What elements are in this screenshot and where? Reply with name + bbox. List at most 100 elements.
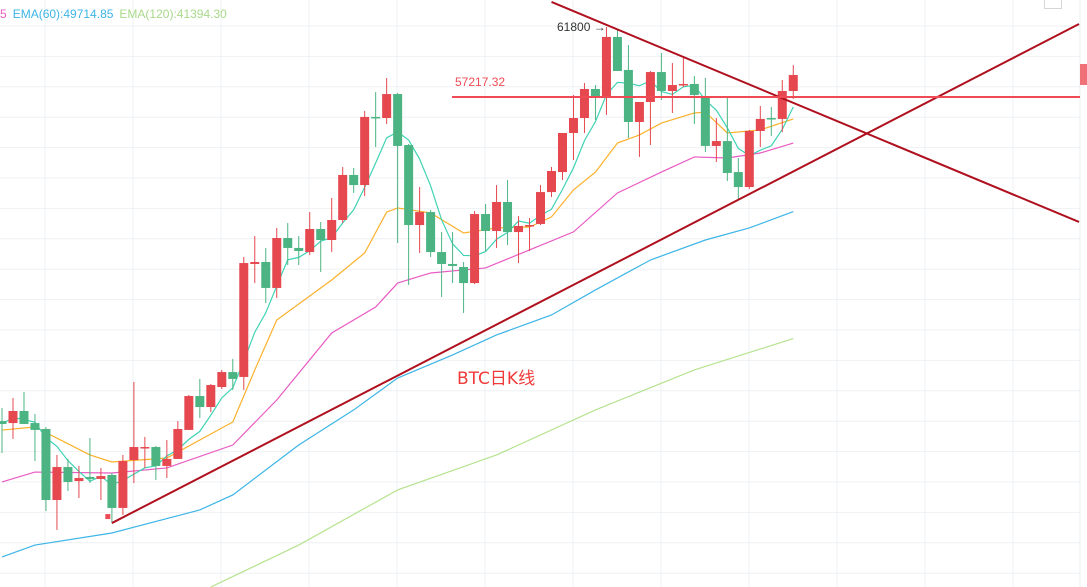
candle-body xyxy=(30,423,40,430)
candle xyxy=(437,232,447,297)
candle-body xyxy=(162,458,172,466)
candle xyxy=(755,105,765,148)
ema120-line xyxy=(210,337,794,587)
candle-body xyxy=(294,247,304,251)
candle-body xyxy=(437,252,447,264)
candle-body xyxy=(733,172,743,188)
candle-body xyxy=(678,83,688,86)
candle xyxy=(173,421,183,459)
candle-body xyxy=(503,201,513,233)
candle-body xyxy=(261,261,271,288)
candle xyxy=(129,381,139,484)
candle-body xyxy=(140,447,150,449)
candle-body xyxy=(382,94,392,119)
candle-body xyxy=(755,118,765,131)
candle-body xyxy=(107,474,117,508)
candle xyxy=(557,132,567,180)
candle-body xyxy=(514,225,524,233)
candle xyxy=(74,465,84,499)
candle xyxy=(590,85,600,120)
candle xyxy=(470,210,480,284)
candle xyxy=(766,107,776,137)
candle-body xyxy=(272,238,282,288)
candle xyxy=(283,223,293,266)
candles xyxy=(0,27,798,530)
candle-body xyxy=(601,36,611,97)
candle xyxy=(162,440,172,479)
candle-body xyxy=(722,141,732,173)
candle-body xyxy=(118,461,128,508)
candle-body xyxy=(8,410,18,424)
ema60-line xyxy=(1,210,794,558)
candle xyxy=(393,92,403,244)
candle xyxy=(0,407,7,453)
candle-body xyxy=(689,83,699,95)
orange-ma-line xyxy=(1,111,794,463)
candle-body xyxy=(206,385,216,408)
candle-body xyxy=(195,396,205,408)
candle-body xyxy=(349,174,359,186)
candle-body xyxy=(393,94,403,146)
candle-body xyxy=(492,201,502,231)
candle xyxy=(195,378,205,419)
candle-body xyxy=(525,225,535,227)
candle-body xyxy=(129,447,139,460)
candle-body xyxy=(700,96,710,146)
descending-trendline[interactable] xyxy=(551,1,1080,223)
candle-body xyxy=(239,263,249,377)
candle xyxy=(85,438,95,484)
candle-body xyxy=(667,85,677,91)
candle xyxy=(30,414,40,462)
candle xyxy=(371,92,381,148)
candle-body xyxy=(568,118,578,133)
candle-body xyxy=(250,261,260,264)
candle-body xyxy=(426,212,436,253)
candle xyxy=(711,118,721,162)
legend-ema60: EMA(60):49714.85 xyxy=(12,7,114,21)
chart-title-label: BTC日K线 xyxy=(457,369,535,389)
candle xyxy=(525,218,535,251)
chart-settings-icon[interactable] xyxy=(1044,0,1062,9)
candle-body xyxy=(217,372,227,388)
candle xyxy=(96,467,106,500)
candle-body xyxy=(228,372,238,379)
candle-body xyxy=(481,214,491,231)
candle-body xyxy=(645,72,655,102)
candle-body xyxy=(19,410,29,424)
candle xyxy=(217,369,227,390)
candle-body xyxy=(590,89,600,97)
trendlines[interactable] xyxy=(105,1,1080,524)
candle-body xyxy=(448,263,458,266)
candle-body xyxy=(744,130,754,188)
legend-ema120: EMA(120):41394.30 xyxy=(119,7,227,21)
candle-body xyxy=(788,74,798,91)
ascending-trendline[interactable] xyxy=(111,23,1080,524)
candle xyxy=(634,101,644,157)
candle xyxy=(338,167,348,224)
candle-body xyxy=(316,229,326,240)
candle-body xyxy=(557,132,567,173)
candle-body xyxy=(74,478,84,482)
candle xyxy=(492,185,502,248)
candle xyxy=(294,236,304,266)
candle xyxy=(788,65,798,99)
candle xyxy=(656,52,666,100)
candle xyxy=(118,454,128,515)
candle-body xyxy=(404,145,414,226)
candle xyxy=(667,63,677,113)
candle-body xyxy=(41,429,51,500)
candle xyxy=(777,80,787,133)
candle xyxy=(272,227,282,299)
pink-ma-line xyxy=(1,142,794,483)
candle xyxy=(733,158,743,200)
candle xyxy=(601,27,611,115)
candle xyxy=(415,187,425,253)
legend-tail: 5 xyxy=(0,7,7,21)
candle-body xyxy=(283,238,293,248)
candle-body xyxy=(151,447,161,466)
candle xyxy=(459,261,469,313)
candle-body xyxy=(536,192,546,224)
candle xyxy=(579,83,589,133)
